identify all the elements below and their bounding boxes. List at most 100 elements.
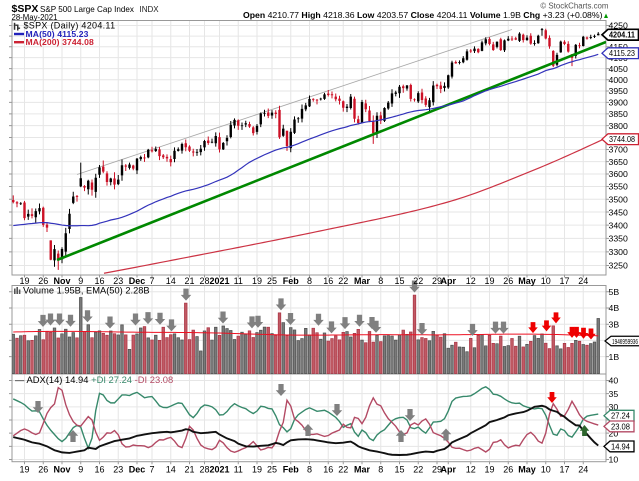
svg-text:3650: 3650 (609, 157, 628, 167)
svg-text:35: 35 (609, 389, 619, 399)
svg-text:8: 8 (307, 276, 312, 286)
svg-text:4204.11: 4204.11 (609, 30, 635, 40)
svg-text:7: 7 (149, 465, 154, 475)
svg-text:3350: 3350 (609, 234, 628, 244)
svg-text:24: 24 (578, 276, 588, 286)
svg-text:22: 22 (338, 276, 348, 286)
svg-text:Open 4210.77 High 4218.36 Low: Open 4210.77 High 4218.36 Low 4203.57 Cl… (243, 10, 603, 20)
svg-text:May: May (518, 465, 536, 475)
svg-text:5B: 5B (609, 287, 620, 297)
svg-text:15: 15 (394, 465, 404, 475)
svg-text:4250: 4250 (609, 21, 628, 31)
svg-text:22: 22 (413, 276, 423, 286)
svg-text:14: 14 (166, 465, 176, 475)
svg-text:26: 26 (503, 465, 513, 475)
svg-text:MA(200) 3744.08: MA(200) 3744.08 (26, 37, 94, 47)
svg-text:Nov: Nov (53, 276, 70, 286)
svg-text:4150: 4150 (609, 42, 628, 52)
svg-text:3600: 3600 (609, 169, 628, 179)
svg-text:© StockCharts.com: © StockCharts.com (540, 2, 609, 11)
svg-text:3850: 3850 (609, 109, 628, 119)
svg-text:7: 7 (149, 276, 154, 286)
svg-text:26: 26 (38, 465, 48, 475)
svg-text:24: 24 (578, 465, 588, 475)
svg-text:16: 16 (94, 276, 104, 286)
svg-text:1946959936: 1946959936 (612, 337, 638, 346)
svg-text:Dec: Dec (129, 465, 146, 475)
svg-text:2021: 2021 (209, 465, 229, 475)
svg-text:23: 23 (113, 276, 123, 286)
svg-text:25: 25 (267, 465, 277, 475)
svg-text:May: May (518, 276, 536, 286)
svg-text:4B: 4B (609, 303, 620, 313)
svg-text:Mar: Mar (354, 465, 371, 475)
svg-text:22: 22 (338, 465, 348, 475)
svg-text:3744.08: 3744.08 (609, 134, 635, 144)
svg-text:19: 19 (252, 465, 262, 475)
svg-text:12: 12 (466, 276, 476, 286)
svg-text:28: 28 (199, 276, 209, 286)
svg-text:2021: 2021 (209, 276, 229, 286)
svg-text:3700: 3700 (609, 145, 628, 155)
svg-text:11: 11 (234, 465, 243, 475)
svg-text:16: 16 (323, 465, 333, 475)
svg-text:19: 19 (484, 276, 494, 286)
svg-text:3B: 3B (609, 319, 620, 329)
svg-text:25: 25 (267, 276, 277, 286)
svg-text:— ADX(14) 14.94 +DI 27.24 -DI: — ADX(14) 14.94 +DI 27.24 -DI 23.08 (15, 374, 173, 385)
svg-text:20: 20 (609, 428, 619, 438)
svg-text:3500: 3500 (609, 194, 628, 204)
svg-text:INDX: INDX (140, 5, 160, 14)
svg-text:21: 21 (184, 465, 194, 475)
svg-text:21: 21 (184, 276, 194, 286)
svg-text:9: 9 (78, 465, 83, 475)
svg-text:Apr: Apr (441, 465, 457, 475)
svg-text:Feb: Feb (283, 276, 300, 286)
svg-text:3800: 3800 (609, 121, 628, 131)
svg-text:Nov: Nov (53, 465, 70, 475)
svg-text:26: 26 (38, 276, 48, 286)
svg-text:Mar: Mar (354, 276, 371, 286)
svg-text:Apr: Apr (441, 276, 457, 286)
svg-text:3300: 3300 (609, 247, 628, 257)
svg-text:16: 16 (94, 465, 104, 475)
svg-text:4115.23: 4115.23 (609, 48, 635, 58)
svg-text:3950: 3950 (609, 86, 628, 96)
svg-text:Feb: Feb (283, 465, 300, 475)
svg-text:8: 8 (378, 276, 383, 286)
svg-text:22: 22 (413, 465, 423, 475)
svg-text:23: 23 (113, 465, 123, 475)
svg-text:23.08: 23.08 (611, 421, 630, 431)
svg-text:Volume 1.95B, EMA(50) 2.28B: Volume 1.95B, EMA(50) 2.28B (23, 286, 150, 296)
svg-text:12: 12 (466, 465, 476, 475)
svg-text:4000: 4000 (609, 75, 628, 85)
svg-text:$SPX: $SPX (12, 3, 39, 15)
svg-text:MA(50) 4115.23: MA(50) 4115.23 (26, 29, 89, 39)
svg-text:26: 26 (503, 276, 513, 286)
svg-text:10: 10 (609, 455, 619, 465)
svg-text:3250: 3250 (609, 261, 628, 271)
svg-text:17: 17 (559, 276, 569, 286)
svg-text:30: 30 (609, 402, 619, 412)
svg-text:14: 14 (166, 276, 176, 286)
svg-text:4050: 4050 (609, 64, 628, 74)
svg-text:19: 19 (252, 276, 262, 286)
svg-text:3900: 3900 (609, 98, 628, 108)
svg-text:3450: 3450 (609, 207, 628, 217)
svg-text:3400: 3400 (609, 220, 628, 230)
svg-text:19: 19 (484, 465, 494, 475)
svg-text:28-May-2021: 28-May-2021 (12, 13, 58, 22)
svg-text:10: 10 (541, 276, 551, 286)
svg-text:28: 28 (199, 465, 209, 475)
svg-text:29: 29 (432, 276, 442, 286)
svg-text:14.94: 14.94 (611, 441, 630, 451)
svg-text:1B: 1B (609, 352, 620, 362)
svg-text:27.24: 27.24 (611, 411, 630, 421)
svg-text:40: 40 (609, 376, 619, 386)
svg-text:19: 19 (19, 465, 29, 475)
svg-text:17: 17 (559, 465, 569, 475)
svg-text:16: 16 (323, 276, 333, 286)
svg-text:8: 8 (378, 465, 383, 475)
svg-text:19: 19 (19, 276, 29, 286)
svg-text:11: 11 (234, 276, 243, 286)
